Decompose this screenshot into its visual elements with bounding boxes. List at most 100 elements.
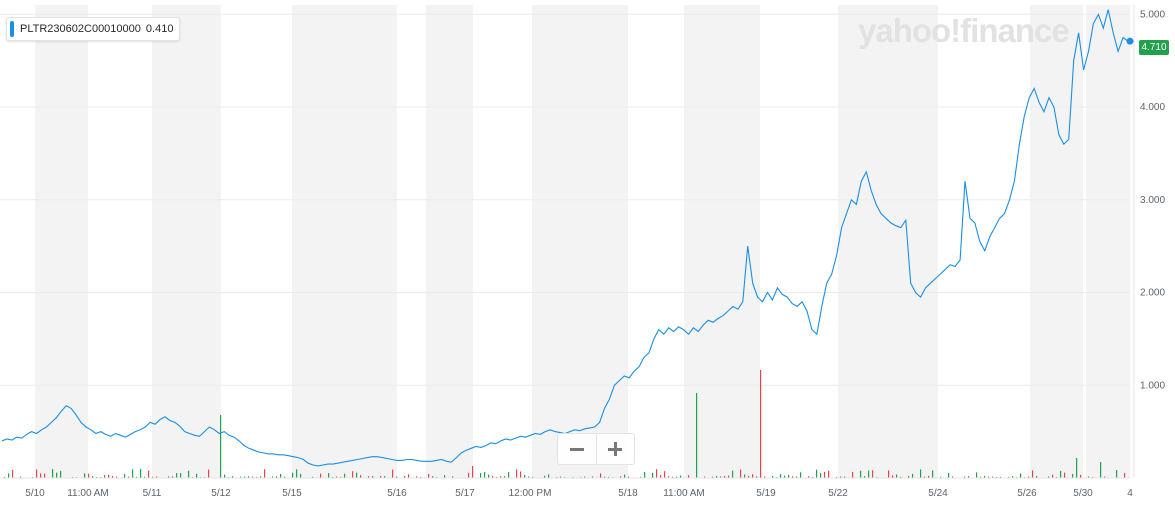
session-bands xyxy=(35,5,1130,478)
volume-bar xyxy=(452,476,454,478)
volume-bar xyxy=(256,476,258,478)
volume-bar xyxy=(696,393,698,478)
volume-bar xyxy=(8,473,10,478)
volume-bar xyxy=(620,476,622,478)
volume-bar xyxy=(496,476,498,478)
zoom-in-button[interactable] xyxy=(597,434,635,464)
volume-bar xyxy=(624,474,626,478)
yahoo-finance-logo: yahoo!finance xyxy=(858,12,1070,49)
volume-bar xyxy=(892,475,894,478)
session-band xyxy=(838,5,938,478)
volume-bars xyxy=(4,370,1126,478)
volume-bar xyxy=(584,476,586,478)
volume-bar xyxy=(860,470,862,478)
volume-bar xyxy=(844,476,846,478)
volume-bar xyxy=(1072,474,1074,478)
volume-bar xyxy=(724,476,726,478)
volume-bar xyxy=(416,476,418,478)
volume-bar xyxy=(524,475,526,478)
volume-bar xyxy=(812,476,814,478)
volume-bar xyxy=(1036,476,1038,478)
volume-bar xyxy=(260,476,262,478)
volume-bar xyxy=(664,471,666,478)
symbol-legend[interactable]: PLTR230602C00010000 0.410 xyxy=(6,17,181,41)
volume-bar xyxy=(836,476,838,478)
session-band xyxy=(684,5,760,478)
volume-bar xyxy=(44,473,46,478)
volume-bar xyxy=(888,470,890,478)
session-band xyxy=(532,5,628,478)
volume-bar xyxy=(984,475,986,478)
zoom-controls xyxy=(557,433,635,465)
volume-bar xyxy=(108,474,110,478)
x-tick-label: 11:00 AM xyxy=(663,488,705,499)
volume-bar xyxy=(744,474,746,478)
volume-bar xyxy=(816,469,818,478)
volume-bar xyxy=(976,472,978,478)
volume-bar xyxy=(864,476,866,478)
volume-bar xyxy=(292,472,294,478)
legend-value: 0.410 xyxy=(145,23,174,35)
volume-bar xyxy=(792,476,794,478)
series-color-swatch xyxy=(10,21,14,37)
volume-bar xyxy=(140,469,142,478)
volume-bar xyxy=(872,470,874,478)
volume-bar xyxy=(600,473,602,478)
volume-bar xyxy=(896,474,898,478)
volume-bar xyxy=(788,474,790,478)
volume-bar xyxy=(652,472,654,478)
volume-bar xyxy=(560,476,562,478)
zoom-out-button[interactable] xyxy=(558,434,597,464)
x-tick-label: 5/24 xyxy=(928,488,948,499)
volume-bar xyxy=(132,469,134,478)
volume-bar xyxy=(180,473,182,478)
volume-bar xyxy=(592,476,594,478)
volume-bar xyxy=(372,476,374,478)
volume-bar xyxy=(240,476,242,478)
volume-bar xyxy=(480,473,482,478)
volume-bar xyxy=(908,476,910,478)
volume-bar xyxy=(532,476,534,478)
volume-bar xyxy=(500,476,502,478)
volume-bar xyxy=(280,474,282,478)
volume-bar xyxy=(740,469,742,478)
volume-bar xyxy=(60,470,62,478)
legend-symbol: PLTR230602C00010000 xyxy=(20,23,141,35)
volume-bar xyxy=(336,476,338,478)
x-tick-label: 12:00 PM xyxy=(509,488,552,499)
volume-bar xyxy=(56,472,58,478)
volume-bar xyxy=(628,476,630,478)
volume-bar xyxy=(168,476,170,478)
volume-bar xyxy=(1076,458,1078,478)
volume-bar xyxy=(492,476,494,478)
volume-bar xyxy=(660,475,662,478)
volume-bar xyxy=(360,475,362,478)
volume-bar xyxy=(12,469,14,478)
volume-bar xyxy=(404,476,406,478)
volume-bar xyxy=(868,470,870,478)
volume-bar xyxy=(220,415,222,478)
volume-bar xyxy=(224,474,226,478)
volume-bar xyxy=(444,475,446,478)
x-tick-label: 11:00 AM xyxy=(67,488,109,499)
volume-bar xyxy=(932,470,934,478)
volume-bar xyxy=(144,476,146,478)
volume-bar xyxy=(964,476,966,478)
volume-bar xyxy=(516,469,518,478)
volume-bar xyxy=(264,469,266,478)
x-tick-label: 5/15 xyxy=(282,488,302,499)
volume-bar xyxy=(4,476,6,478)
volume-bar xyxy=(504,476,506,478)
volume-bar xyxy=(52,469,54,478)
volume-bar xyxy=(368,476,370,478)
volume-bar xyxy=(116,476,118,478)
volume-bar xyxy=(748,476,750,478)
volume-bar xyxy=(112,476,114,478)
volume-bar xyxy=(244,476,246,478)
volume-bar xyxy=(340,476,342,478)
volume-bar xyxy=(784,475,786,478)
volume-bar xyxy=(172,476,174,478)
volume-bar xyxy=(644,471,646,478)
volume-bar xyxy=(468,472,470,478)
